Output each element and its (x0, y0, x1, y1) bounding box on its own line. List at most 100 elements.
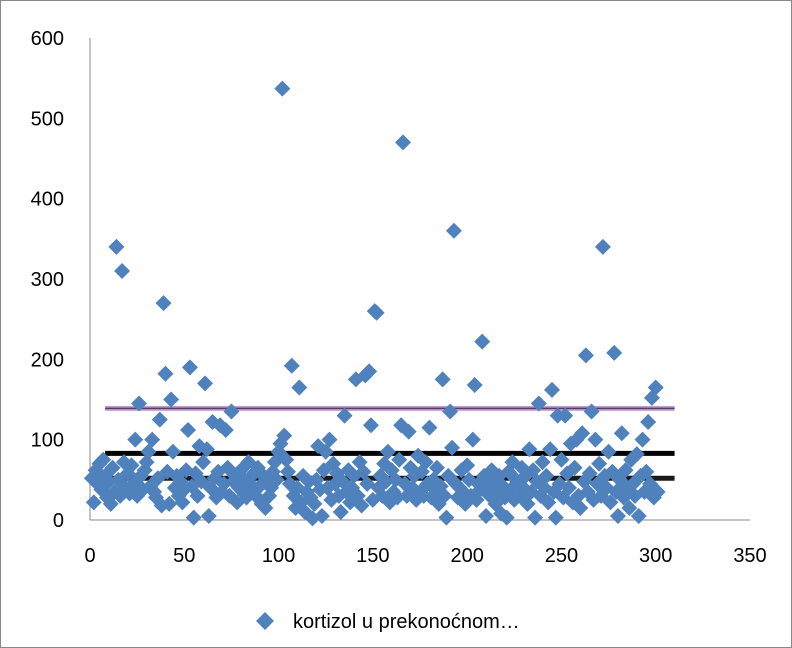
data-point (527, 509, 544, 526)
y-tick-label: 300 (31, 269, 64, 291)
data-point (530, 395, 547, 412)
data-point (438, 509, 455, 526)
data-point (459, 457, 476, 474)
data-point (574, 425, 591, 442)
x-tick-label: 50 (173, 545, 195, 567)
data-point (379, 443, 396, 460)
data-point (434, 371, 451, 388)
data-point (442, 403, 459, 420)
data-point (353, 497, 370, 514)
data-point (336, 407, 353, 424)
data-point (610, 507, 626, 524)
data-point (195, 454, 212, 471)
data-point (617, 462, 634, 479)
data-point (500, 463, 517, 480)
data-point (368, 304, 385, 321)
data-point (474, 333, 491, 350)
data-point (400, 423, 417, 440)
data-point (478, 507, 494, 524)
data-point (291, 379, 308, 396)
data-point (542, 441, 559, 458)
data-point (198, 441, 215, 458)
data-point (280, 463, 296, 480)
data-point (104, 459, 121, 476)
data-point (621, 499, 638, 516)
data-point (257, 499, 274, 516)
data-point (534, 454, 551, 471)
y-tick-label: 500 (31, 108, 64, 130)
data-point (268, 471, 285, 488)
data-point (151, 411, 168, 428)
data-point (157, 365, 174, 382)
data-point (560, 479, 577, 496)
data-point (362, 417, 379, 434)
data-point (161, 495, 178, 512)
x-tick-label: 300 (639, 545, 672, 567)
data-point (102, 495, 119, 512)
data-point (283, 357, 300, 374)
data-point (572, 499, 589, 516)
data-point (313, 507, 330, 524)
data-point (123, 457, 140, 474)
data-point (613, 425, 630, 442)
data-point (602, 494, 619, 511)
data-point (583, 403, 600, 420)
data-point (185, 509, 202, 526)
x-tick-label: 250 (545, 545, 578, 567)
y-tick-label: 200 (31, 349, 64, 371)
data-point (557, 407, 574, 424)
data-point (85, 494, 102, 511)
data-point (649, 483, 666, 500)
data-point (361, 363, 378, 380)
data-point (189, 487, 206, 504)
data-point (464, 431, 481, 448)
data-point (647, 379, 664, 396)
data-point (540, 494, 557, 511)
x-tick-label: 150 (356, 545, 389, 567)
legend-label: kortizol u prekonoćnom… (293, 611, 520, 633)
data-point (180, 422, 197, 439)
data-point (114, 262, 131, 279)
data-point (181, 359, 198, 376)
data-point (304, 510, 321, 527)
data-point (553, 451, 570, 468)
data-points (83, 80, 666, 527)
data-point (591, 455, 608, 472)
data-point (276, 427, 293, 444)
data-point (521, 441, 538, 458)
data-point (538, 467, 555, 484)
data-point (144, 431, 161, 448)
data-point (498, 509, 515, 526)
data-point (577, 347, 594, 364)
data-point (108, 238, 125, 255)
data-point (445, 222, 462, 239)
data-point (278, 451, 295, 468)
legend-marker-diamond-icon (256, 612, 274, 630)
data-point (436, 487, 453, 504)
data-point (200, 507, 217, 524)
data-point (638, 463, 655, 480)
data-point (587, 431, 604, 448)
data-point (140, 443, 157, 460)
data-point (630, 507, 647, 524)
data-point (466, 377, 483, 394)
data-point (547, 509, 564, 526)
data-point (164, 443, 181, 460)
legend: kortizol u prekonoćnom… (256, 611, 520, 633)
data-point (544, 381, 560, 398)
data-point (640, 413, 657, 430)
data-point (247, 487, 264, 504)
data-point (355, 463, 372, 480)
data-point (321, 431, 338, 448)
data-point (417, 454, 434, 471)
data-point (519, 495, 536, 512)
tick-labels: 0 100 200 300 400 500 600 0 50 100 150 200 250 300 350 (31, 28, 767, 567)
data-point (127, 431, 144, 448)
data-point (197, 375, 214, 392)
x-tick-label: 0 (84, 545, 95, 567)
data-point (566, 459, 583, 476)
data-point (112, 487, 129, 504)
